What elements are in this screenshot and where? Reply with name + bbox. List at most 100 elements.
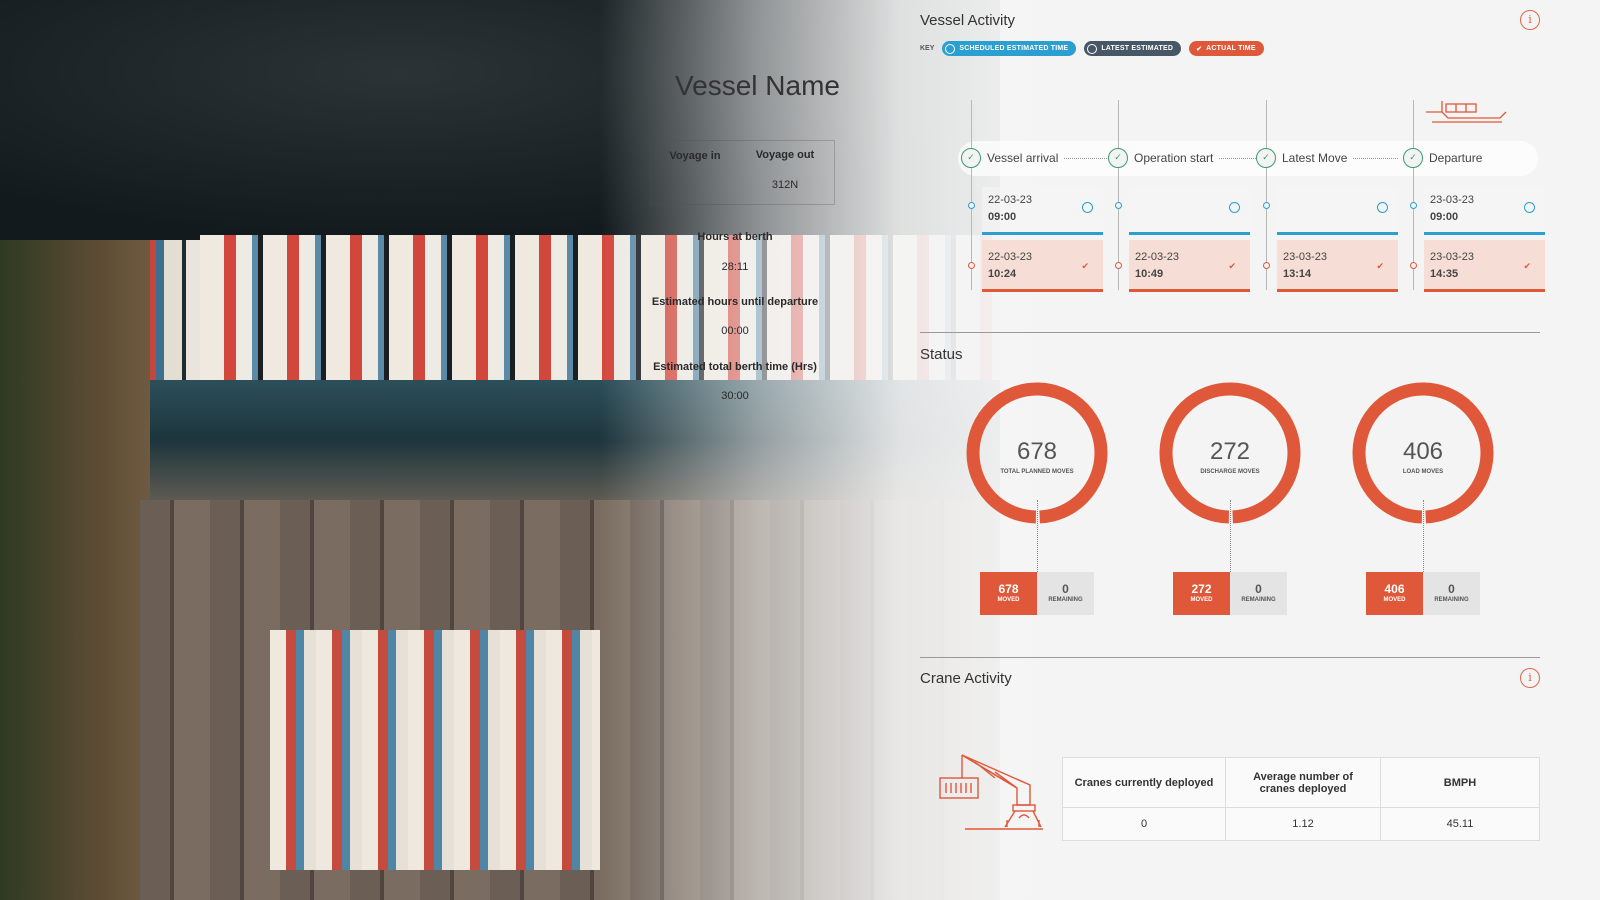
timeline-node	[1115, 262, 1122, 269]
clock-icon	[945, 43, 956, 54]
clock-icon	[1082, 202, 1093, 213]
check-circle-icon: ✓	[961, 148, 981, 168]
hours-at-berth-value: 28:11	[721, 261, 749, 273]
remaining-label: REMAINING	[1241, 597, 1276, 603]
remaining-value: 0	[1448, 582, 1455, 596]
info-icon[interactable]: i	[1520, 10, 1540, 30]
moved-label: MOVED	[1383, 597, 1406, 603]
moved-value: 678	[998, 582, 1019, 596]
step-0: ✓ Vessel arrival	[961, 148, 1110, 168]
status-title: Status	[920, 346, 963, 363]
clock-icon	[1524, 202, 1535, 213]
step-label: Operation start	[1134, 151, 1214, 165]
key-actual-label: ACTUAL TIME	[1206, 45, 1256, 52]
actual-time: 10:24	[988, 268, 1017, 280]
moved-value: 406	[1384, 582, 1405, 596]
crane-icon	[939, 754, 1043, 830]
actual-time-card: 23-03-23 14:35 ✔	[1424, 240, 1545, 292]
actual-time: 13:14	[1283, 268, 1312, 280]
step-label: Vessel arrival	[987, 151, 1059, 165]
actual-time-card: 22-03-23 10:49 ✔	[1129, 240, 1250, 292]
gauge-stem	[1423, 500, 1424, 572]
remaining-label: REMAINING	[1434, 597, 1469, 603]
voyage-in-label: Voyage in	[669, 150, 721, 162]
timeline-node	[968, 262, 975, 269]
scheduled-time-card: 22-03-23 09:00	[982, 187, 1103, 235]
value-cranes-deployed: 0	[1062, 807, 1226, 841]
step-2: ✓ Latest Move	[1256, 148, 1399, 168]
timeline-node	[1115, 202, 1122, 209]
info-icon[interactable]: i	[1520, 668, 1540, 688]
gauge-label: DISCHARGE MOVES	[1200, 469, 1260, 475]
gauge-label: LOAD MOVES	[1402, 469, 1444, 475]
actual-time-card: 23-03-23 13:14 ✔	[1277, 240, 1398, 292]
gauge-stem	[1230, 500, 1231, 572]
vessel-activity-title: Vessel Activity	[920, 12, 1016, 29]
scheduled-time-card: 23-03-23 09:00	[1424, 187, 1545, 235]
timeline-line	[1266, 100, 1267, 290]
actual-date: 23-03-23	[1430, 251, 1475, 263]
header-bmph: BMPH	[1380, 757, 1540, 808]
key-legend: KEY SCHEDULED ESTIMATED TIME LATEST ESTI…	[920, 41, 1264, 56]
clock-icon	[1229, 202, 1240, 213]
check-icon: ✔	[1376, 261, 1384, 271]
est-total-berth-label: Estimated total berth time (Hrs)	[653, 361, 817, 373]
key-scheduled-label: SCHEDULED ESTIMATED TIME	[959, 45, 1069, 52]
step-label: Latest Move	[1282, 151, 1348, 165]
check-circle-icon: ✓	[1256, 148, 1276, 168]
scheduled-time-card	[1129, 187, 1250, 235]
check-icon: ✔	[1228, 261, 1236, 271]
scheduled-date: 23-03-23	[1430, 194, 1475, 206]
est-hours-departure-label: Estimated hours until departure	[651, 296, 819, 308]
gauge-value: 678	[1016, 438, 1058, 465]
actual-time: 14:35	[1430, 268, 1459, 280]
value-avg-cranes: 1.12	[1225, 807, 1381, 841]
moved-value: 272	[1191, 582, 1212, 596]
remaining-value: 0	[1062, 582, 1069, 596]
timeline-steps-bar	[958, 141, 1538, 176]
timeline-line	[971, 100, 972, 290]
timeline-line	[1118, 100, 1119, 290]
clock-icon	[1377, 202, 1388, 213]
gauge-value: 272	[1209, 438, 1251, 465]
clock-icon	[1087, 43, 1098, 54]
remaining-label: REMAINING	[1048, 597, 1083, 603]
check-circle-icon: ✓	[1108, 148, 1128, 168]
value-bmph: 45.11	[1380, 807, 1540, 841]
key-actual: ✔ ACTUAL TIME	[1189, 41, 1264, 56]
timeline-node	[968, 202, 975, 209]
voyage-out-value: 312N	[771, 179, 799, 191]
actual-time-card: 22-03-23 10:24 ✔	[982, 240, 1103, 292]
moved-label: MOVED	[997, 597, 1020, 603]
remaining-box: 0 REMAINING	[1230, 572, 1287, 615]
header-avg-cranes: Average number of cranes deployed	[1225, 757, 1381, 808]
scheduled-time: 09:00	[988, 211, 1017, 223]
crane-activity-title: Crane Activity	[920, 670, 1012, 687]
header-cranes-deployed: Cranes currently deployed	[1062, 757, 1226, 808]
scheduled-time: 09:00	[1430, 211, 1459, 223]
remaining-box: 0 REMAINING	[1423, 572, 1480, 615]
moved-box: 272 MOVED	[1173, 572, 1230, 615]
step-3: ✓ Departure	[1403, 148, 1482, 168]
est-total-berth-value: 30:00	[721, 390, 749, 402]
divider	[920, 657, 1540, 658]
moved-box: 678 MOVED	[980, 572, 1037, 615]
actual-date: 22-03-23	[1135, 251, 1180, 263]
timeline-line	[1413, 100, 1414, 290]
check-icon: ✔	[1081, 261, 1089, 271]
actual-time: 10:49	[1135, 268, 1164, 280]
vessel-name-title: Vessel Name	[675, 70, 840, 101]
dotted-connector	[1064, 157, 1110, 159]
divider	[920, 332, 1540, 333]
voyage-out-label: Voyage out	[755, 149, 815, 161]
key-scheduled: SCHEDULED ESTIMATED TIME	[942, 41, 1077, 56]
hours-at-berth-label: Hours at berth	[697, 231, 773, 243]
check-icon: ✔	[1196, 45, 1203, 53]
dotted-connector	[1219, 157, 1265, 159]
est-hours-departure-value: 00:00	[721, 325, 749, 337]
check-circle-icon: ✓	[1403, 148, 1423, 168]
step-1: ✓ Operation start	[1108, 148, 1265, 168]
moved-box: 406 MOVED	[1366, 572, 1423, 615]
dotted-connector	[1353, 157, 1399, 159]
key-latest-label: LATEST ESTIMATED	[1101, 45, 1174, 52]
